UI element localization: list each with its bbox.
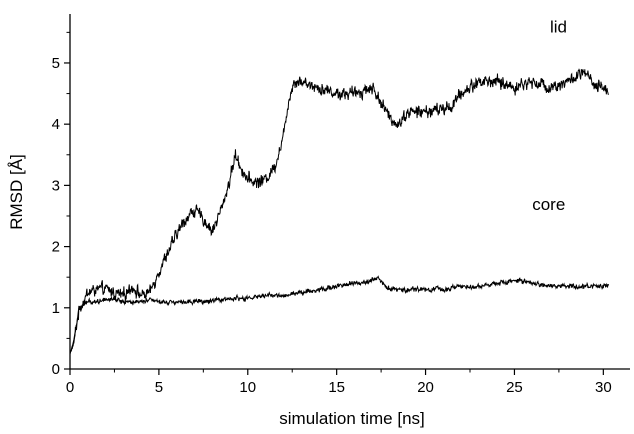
x-tick-label: 5 <box>155 379 163 396</box>
x-tick-label: 20 <box>417 379 434 396</box>
x-tick-label: 0 <box>66 379 74 396</box>
y-tick-label: 0 <box>52 361 60 378</box>
y-axis-label: RMSD [Å] <box>7 154 26 230</box>
x-tick-label: 25 <box>506 379 523 396</box>
x-tick-label: 15 <box>328 379 345 396</box>
series-line-lid <box>69 68 609 354</box>
series-layer <box>69 68 610 355</box>
x-tick-label: 10 <box>239 379 256 396</box>
series-label-core: core <box>532 195 565 214</box>
series-line-core <box>69 275 610 355</box>
x-tick-label: 30 <box>595 379 612 396</box>
axes: 0 5 10 15 20 25 30 0 1 2 3 4 5 <box>52 14 630 396</box>
y-tick-label: 3 <box>52 177 60 194</box>
y-tick-label: 5 <box>52 55 60 72</box>
y-tick-label: 2 <box>52 239 60 256</box>
y-tick-label: 1 <box>52 300 60 317</box>
y-tick-label: 4 <box>52 116 60 133</box>
series-label-lid: lid <box>550 17 567 36</box>
x-axis-label: simulation time [ns] <box>279 409 425 428</box>
labels-layer: lid core <box>532 17 567 214</box>
